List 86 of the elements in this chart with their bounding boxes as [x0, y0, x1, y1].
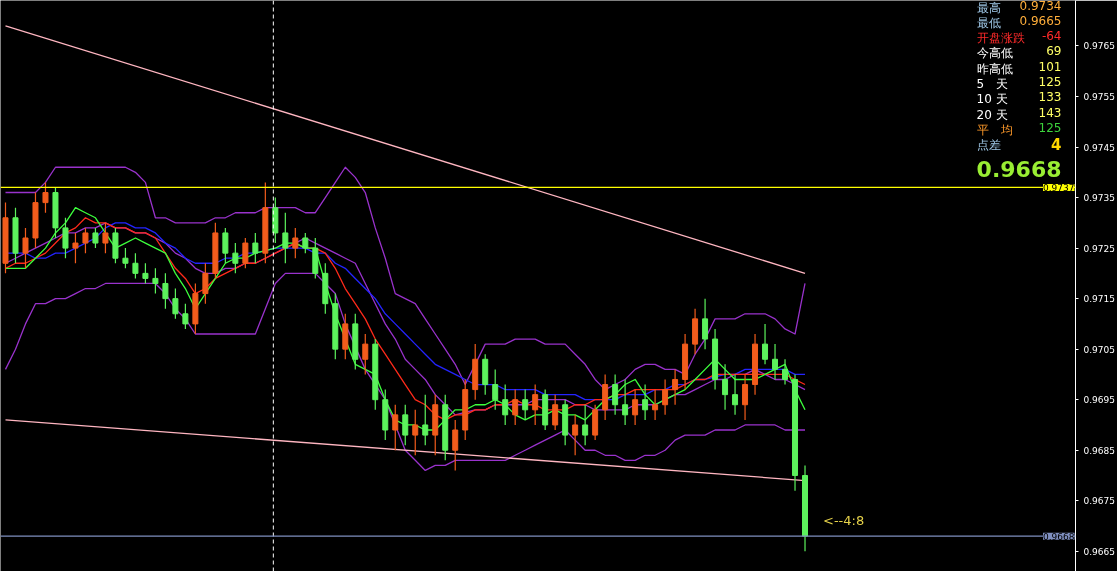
candlestick	[172, 287, 179, 320]
candlestick	[122, 247, 129, 269]
candlestick	[282, 212, 289, 264]
text: 今高低	[976, 46, 1013, 61]
y-tick-label: 0.9675	[1083, 496, 1115, 507]
candlestick	[642, 383, 649, 421]
candlestick	[492, 368, 499, 411]
candlestick	[242, 237, 249, 269]
candlestick	[612, 373, 619, 416]
candlestick	[102, 222, 109, 254]
candlestick	[422, 394, 429, 446]
candlestick	[622, 378, 629, 426]
text: 0.9668	[976, 156, 1062, 182]
candlestick	[582, 404, 589, 446]
y-tick-label: 0.9765	[1083, 41, 1115, 52]
ref-line-label: 0.9737	[1043, 182, 1075, 193]
candlestick	[672, 368, 679, 406]
text: 0.9734	[1019, 0, 1062, 13]
candlestick	[702, 298, 709, 350]
candlestick	[652, 388, 659, 421]
candlestick	[572, 414, 579, 456]
y-tick-label: 0.9755	[1083, 92, 1115, 103]
text: 5 天	[976, 77, 1009, 91]
candlestick	[92, 227, 99, 249]
candlestick	[72, 232, 79, 264]
text: 125	[1038, 75, 1062, 89]
ref-line-label: 0.9668	[1043, 531, 1075, 542]
y-tick-label: 0.9695	[1083, 395, 1115, 406]
candlestick	[772, 343, 779, 381]
text: 4	[1051, 136, 1062, 155]
candlestick	[42, 181, 49, 214]
candlestick	[292, 227, 299, 259]
text: 平 均	[976, 122, 1013, 137]
y-tick-label: 0.9715	[1083, 294, 1115, 305]
y-tick-label: 0.9735	[1083, 193, 1115, 204]
text: 101	[1038, 59, 1062, 74]
y-tick-label: 0.9725	[1083, 243, 1115, 254]
text: 69	[1046, 44, 1062, 59]
candlestick	[302, 232, 309, 254]
candlestick	[662, 378, 669, 416]
y-tick-label: 0.9705	[1083, 344, 1115, 355]
candlestick	[62, 217, 69, 259]
candlestick	[152, 267, 159, 295]
candlestick	[532, 383, 539, 426]
text: 开盘涨跌	[976, 31, 1025, 46]
candlestick	[22, 227, 29, 269]
candlestick	[502, 383, 509, 426]
text: 昨高低	[976, 61, 1013, 76]
candlestick	[362, 333, 369, 376]
text: 最高	[976, 0, 1001, 15]
candlestick	[732, 373, 739, 416]
text: -64	[1041, 29, 1062, 44]
candlestick	[522, 388, 529, 421]
candlestick	[232, 242, 239, 274]
candlestick	[402, 404, 409, 446]
text: 20 天	[976, 107, 1008, 122]
candlestick	[412, 409, 419, 456]
candlestick	[552, 394, 559, 431]
candlestick	[82, 227, 89, 254]
candlestick	[132, 252, 139, 280]
text: 0.9665	[1019, 13, 1062, 28]
y-tick-label: 0.9745	[1083, 142, 1115, 153]
text: 最低	[976, 15, 1001, 30]
candlestick	[252, 232, 259, 264]
candlestick	[182, 303, 189, 330]
text: 10 天	[976, 92, 1008, 107]
y-tick-label: 0.9685	[1083, 445, 1115, 456]
text: 125	[1038, 120, 1062, 135]
candlestick	[762, 323, 769, 365]
candlestick	[202, 262, 209, 305]
line-series	[4, 272, 806, 472]
candlestick	[392, 404, 399, 451]
candlestick	[742, 373, 749, 421]
candlestick	[632, 388, 639, 426]
candlestick	[222, 227, 229, 264]
candlestick	[512, 388, 519, 426]
candlestick	[722, 363, 729, 411]
candlestick	[142, 262, 149, 285]
text: 133	[1038, 90, 1062, 105]
text: 点差	[976, 138, 1001, 153]
candlestick	[162, 272, 169, 310]
y-tick-label: 0.9665	[1083, 546, 1115, 557]
text: <--4:8	[823, 512, 865, 528]
text: 143	[1038, 105, 1062, 120]
candlestick	[782, 358, 789, 386]
candlestick	[452, 419, 459, 472]
